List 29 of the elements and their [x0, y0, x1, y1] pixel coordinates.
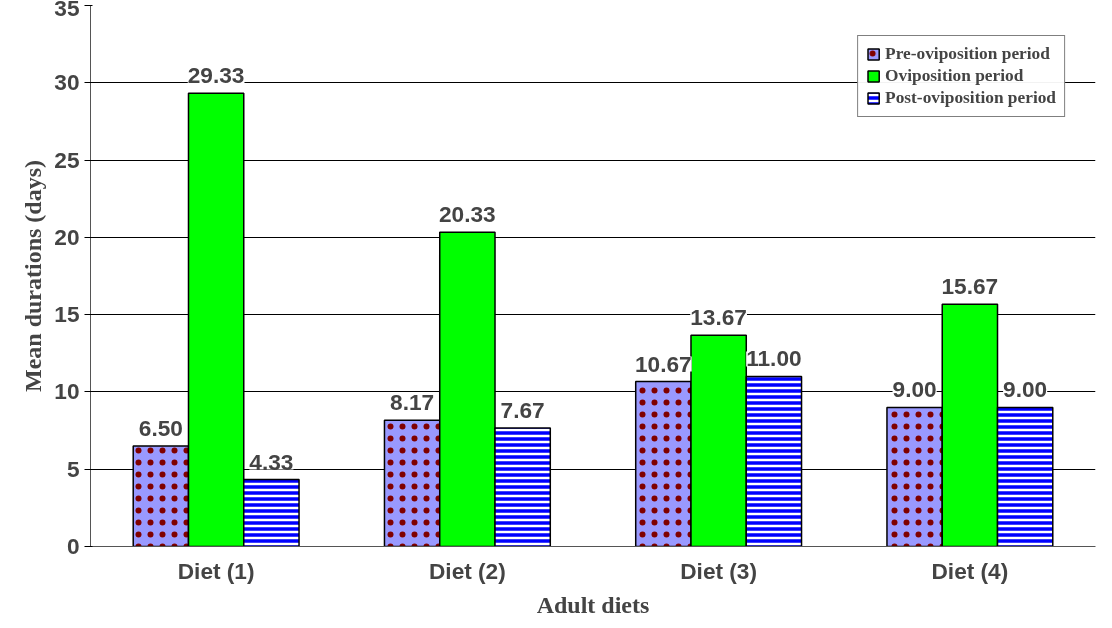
x-tick-label: Diet (4) — [931, 557, 1009, 584]
legend-label: Oviposition period — [885, 66, 1024, 86]
data-label: 15.67 — [941, 273, 999, 300]
y-tick-label: 25 — [54, 146, 80, 173]
data-label: 10.67 — [635, 350, 692, 377]
data-label: 8.17 — [390, 389, 435, 416]
legend-label: Post-oviposition period — [885, 88, 1056, 108]
y-tick-label: 0 — [66, 533, 80, 559]
legend-label: Pre-oviposition period — [885, 44, 1050, 64]
x-tick-label: Diet (2) — [428, 557, 506, 584]
data-label: 7.67 — [500, 396, 545, 423]
data-label: 6.50 — [138, 415, 183, 442]
data-label: 20.33 — [439, 201, 496, 228]
x-tick-label: Diet (1) — [177, 557, 255, 584]
y-tick-label: 10 — [54, 378, 80, 405]
x-tick-label: Diet (3) — [680, 557, 758, 584]
data-label: 13.67 — [690, 304, 747, 331]
y-axis-title: Mean durations (days) — [20, 159, 47, 393]
data-label: 11.00 — [746, 345, 802, 372]
data-label: 4.33 — [249, 448, 294, 475]
y-tick-label: 20 — [54, 223, 80, 250]
x-axis-title: Adult diets — [536, 591, 650, 618]
data-label: 9.00 — [892, 376, 937, 403]
y-tick-label: 15 — [54, 301, 80, 328]
y-tick-label: 35 — [54, 0, 80, 21]
data-label: 9.00 — [1003, 376, 1048, 403]
data-label: 29.33 — [187, 62, 245, 89]
y-tick-label: 30 — [54, 69, 80, 96]
y-tick-label: 5 — [66, 455, 80, 482]
